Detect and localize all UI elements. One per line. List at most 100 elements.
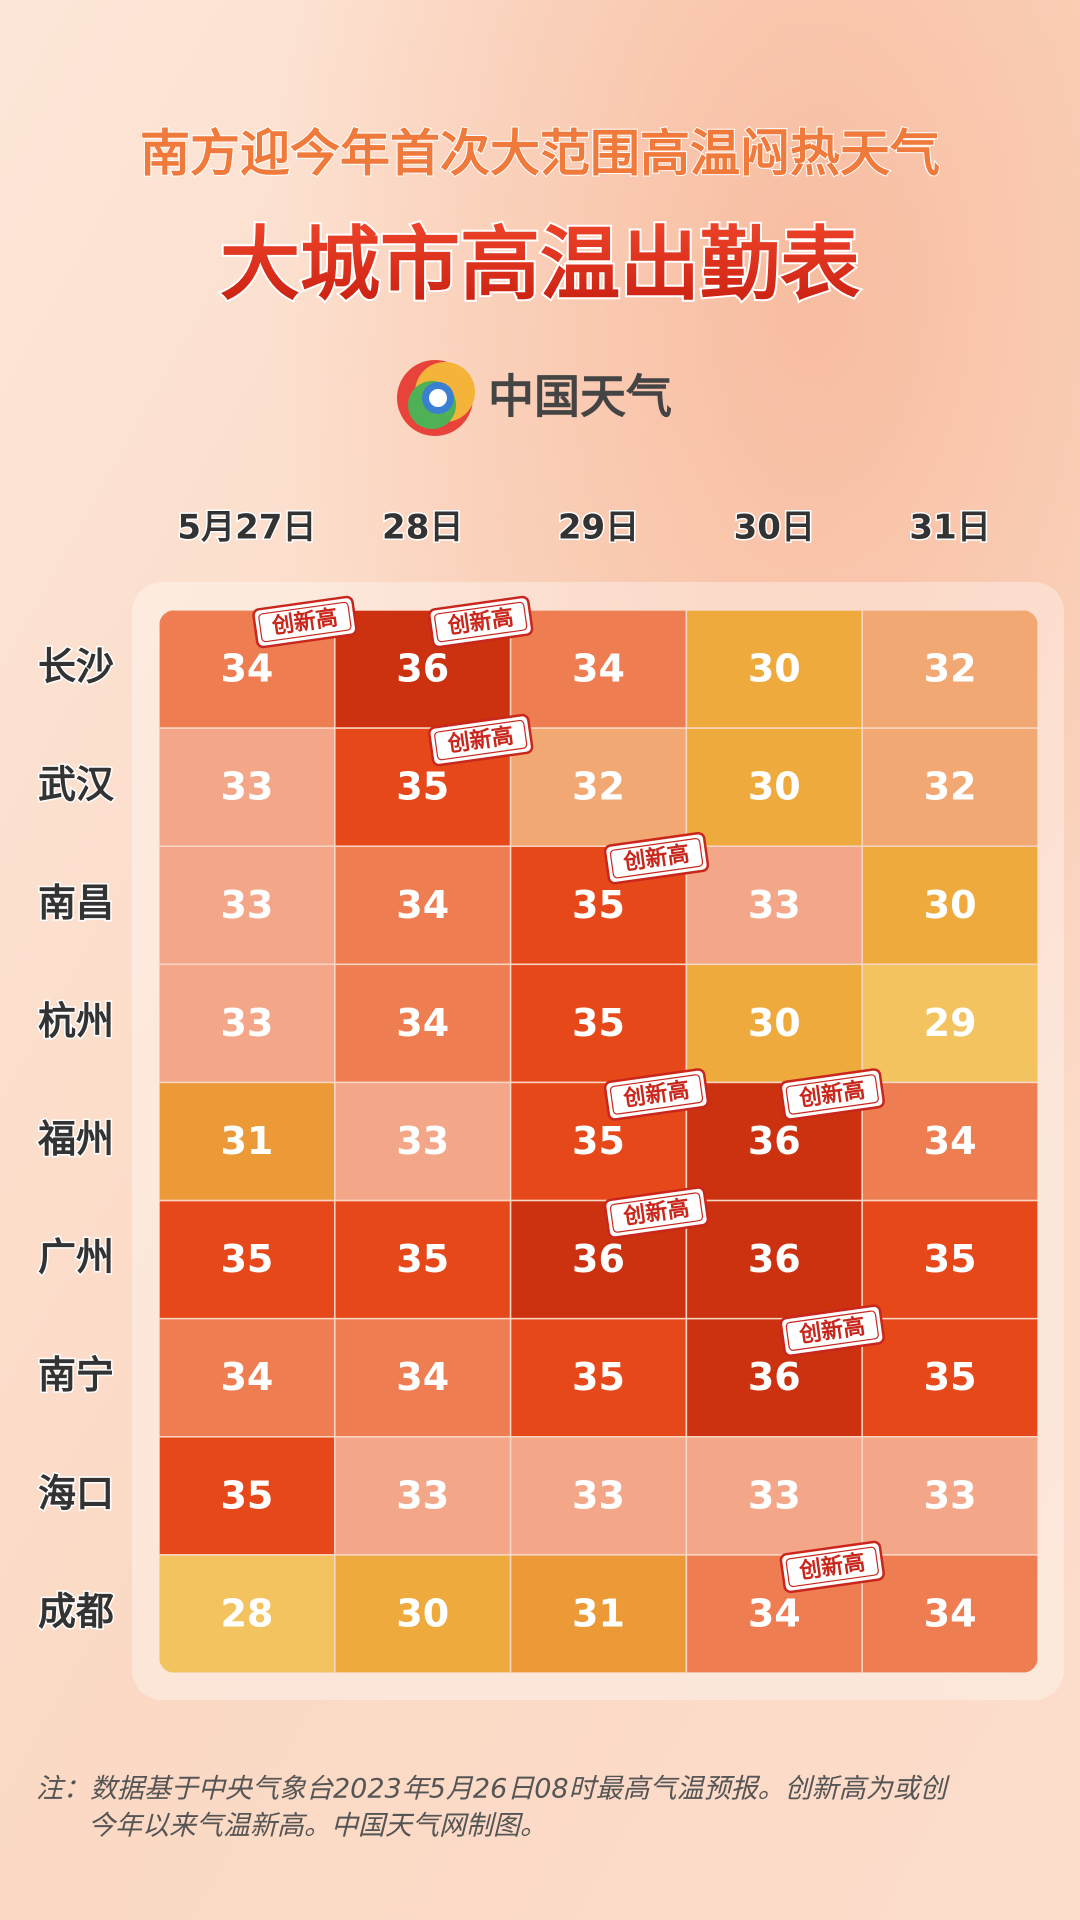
row-label: 海口 bbox=[38, 1471, 114, 1515]
row-label: 南宁 bbox=[38, 1353, 114, 1397]
cell-value: 32 bbox=[572, 765, 625, 809]
cell bbox=[685, 727, 863, 847]
cell bbox=[861, 1554, 1038, 1673]
stamp-inner bbox=[609, 1074, 704, 1115]
title: 大城市高温出勤表 bbox=[220, 218, 860, 311]
cell bbox=[509, 727, 688, 847]
column-header: 29日 bbox=[558, 508, 639, 548]
record-stamp: 创新高 bbox=[428, 595, 534, 649]
cell-value: 35 bbox=[396, 765, 449, 809]
stamp-bg bbox=[779, 1540, 885, 1594]
stamp-inner bbox=[434, 719, 528, 761]
stamp-inner bbox=[609, 838, 704, 879]
cell-value: 34 bbox=[396, 883, 449, 927]
cell bbox=[509, 1554, 688, 1673]
cell-value: 32 bbox=[924, 765, 977, 809]
cell bbox=[159, 727, 336, 847]
cell-value: 36 bbox=[572, 1237, 625, 1281]
cell bbox=[685, 610, 863, 729]
cell-value: 34 bbox=[748, 1591, 801, 1635]
cell-value: 33 bbox=[396, 1119, 449, 1163]
row-label: 杭州 bbox=[38, 999, 114, 1043]
cell-value: 36 bbox=[748, 1355, 801, 1399]
cell-value: 34 bbox=[396, 1355, 449, 1399]
cell-value: 30 bbox=[748, 1001, 801, 1045]
cell-value: 33 bbox=[220, 765, 273, 809]
record-stamp: 创新高 bbox=[428, 713, 534, 767]
cell bbox=[334, 845, 512, 966]
cell bbox=[861, 610, 1038, 729]
cell-value: 31 bbox=[220, 1119, 273, 1163]
cell-value: 30 bbox=[396, 1591, 449, 1635]
record-stamp: 创新高 bbox=[779, 1068, 885, 1121]
cell-value: 31 bbox=[572, 1591, 625, 1635]
stamp-bg bbox=[428, 713, 534, 767]
cell-value: 33 bbox=[220, 883, 273, 927]
row-label: 福州 bbox=[37, 1117, 114, 1161]
cell-value: 36 bbox=[748, 1237, 801, 1281]
cell-value: 33 bbox=[924, 1473, 977, 1517]
column-header: 31日 bbox=[909, 508, 990, 548]
cell bbox=[509, 963, 688, 1084]
row-label: 广州 bbox=[38, 1235, 114, 1279]
row-label: 武汉 bbox=[38, 763, 115, 807]
column-header: 5月27日 bbox=[177, 508, 316, 548]
logo-icon bbox=[397, 360, 475, 436]
cell-value: 34 bbox=[924, 1119, 977, 1163]
cell-value: 34 bbox=[396, 1001, 449, 1045]
cell-value: 34 bbox=[572, 647, 625, 691]
cell bbox=[334, 963, 512, 1084]
record-stamp: 创新高 bbox=[779, 1540, 885, 1594]
cell-value: 35 bbox=[924, 1355, 977, 1399]
record-stamp: 创新高 bbox=[603, 1186, 710, 1239]
cell-value: 35 bbox=[572, 1355, 625, 1399]
stamp-bg bbox=[603, 1068, 710, 1121]
cell-value: 35 bbox=[396, 1237, 449, 1281]
cell-value: 28 bbox=[220, 1591, 273, 1635]
cell bbox=[861, 1199, 1038, 1320]
stamp-inner bbox=[785, 1546, 879, 1588]
stamp-inner bbox=[434, 601, 528, 643]
cell bbox=[509, 1436, 688, 1556]
stamp-bg bbox=[603, 831, 710, 885]
cell bbox=[685, 845, 863, 966]
cell-value: 36 bbox=[396, 647, 449, 691]
cell-value: 35 bbox=[220, 1473, 273, 1517]
cell-value: 32 bbox=[924, 647, 977, 691]
cell-value: 33 bbox=[572, 1473, 625, 1517]
cell bbox=[334, 1436, 512, 1556]
column-header: 28日 bbox=[382, 508, 463, 548]
column-header: 30日 bbox=[734, 508, 815, 548]
logo-text: 中国天气 bbox=[488, 370, 672, 424]
row-label: 长沙 bbox=[38, 645, 114, 689]
record-stamp: 创新高 bbox=[252, 595, 358, 649]
stamp-inner bbox=[258, 601, 352, 643]
row-label: 南昌 bbox=[38, 881, 114, 925]
cell-value: 35 bbox=[572, 1001, 625, 1045]
cell-value: 34 bbox=[220, 647, 273, 691]
cell-value: 36 bbox=[748, 1119, 801, 1163]
cell bbox=[159, 963, 336, 1084]
subtitle: 南方迎今年首次大范围高温闷热天气 bbox=[140, 125, 940, 183]
cell bbox=[861, 1317, 1038, 1438]
footnote: 注：数据基于中央气象台2023年5月26日08时最高气温预报。创新高为或创 bbox=[36, 1774, 951, 1805]
stamp-bg bbox=[428, 595, 534, 649]
cells bbox=[159, 610, 1038, 1673]
cell-value: 35 bbox=[572, 1119, 625, 1163]
stamp-inner bbox=[609, 1192, 704, 1233]
cell bbox=[509, 610, 688, 729]
cell bbox=[685, 963, 863, 1084]
cell bbox=[159, 1081, 336, 1202]
cell bbox=[334, 1081, 512, 1202]
cell-value: 33 bbox=[396, 1473, 449, 1517]
stamp-bg bbox=[603, 1186, 710, 1239]
cell bbox=[685, 1199, 863, 1320]
row-label: 成都 bbox=[38, 1589, 114, 1633]
cell-value: 34 bbox=[924, 1591, 977, 1635]
record-stamp: 创新高 bbox=[779, 1304, 885, 1357]
cell bbox=[334, 1554, 512, 1673]
cell-value: 35 bbox=[924, 1237, 977, 1281]
stamp-inner bbox=[785, 1310, 879, 1351]
